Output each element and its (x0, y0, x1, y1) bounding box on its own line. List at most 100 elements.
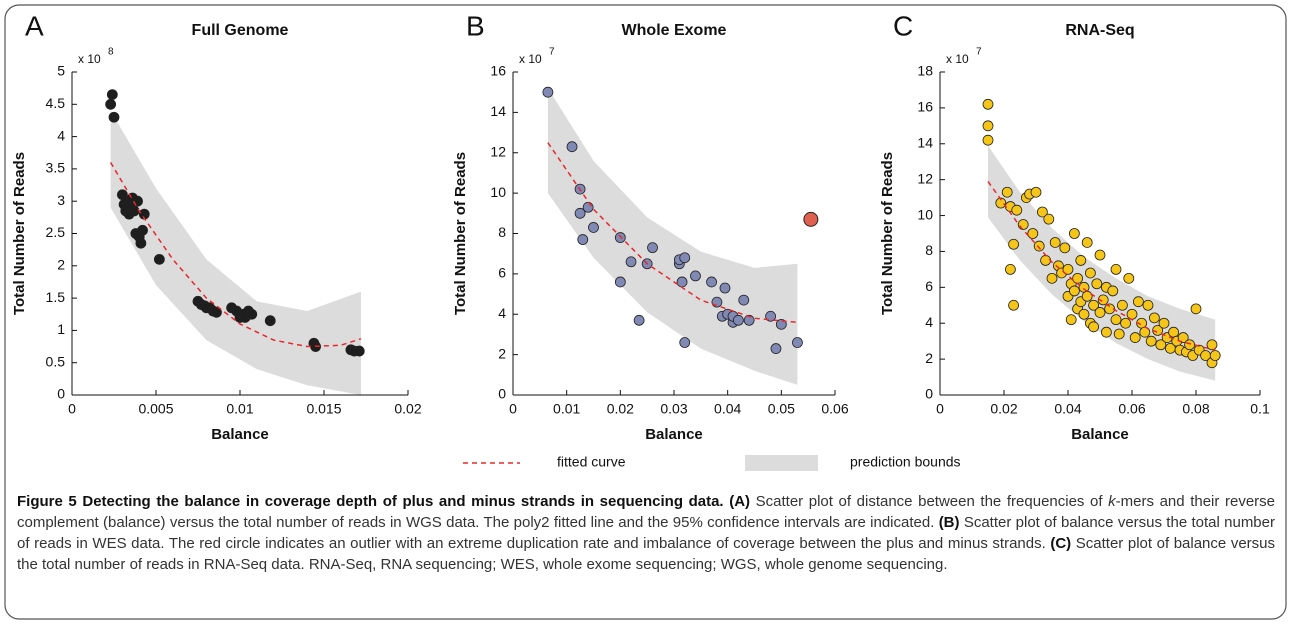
x-tick-label: 0 (936, 401, 944, 417)
data-point (1091, 278, 1103, 290)
prediction-band (110, 110, 361, 395)
y-tick-label: 10 (490, 184, 506, 200)
caption-text: Scatter plot of balance versus the total… (17, 535, 1275, 573)
data-point (1005, 263, 1016, 275)
y-tick-label: 4 (57, 127, 65, 143)
data-point (1081, 290, 1093, 302)
data-point (679, 337, 691, 348)
y-scale-exponent: 7 (976, 47, 982, 58)
data-point (1142, 299, 1154, 311)
legend-bounds-swatch (745, 455, 818, 471)
data-point (679, 252, 691, 264)
data-point (128, 205, 140, 217)
data-point (982, 120, 994, 132)
x-tick-label: 0.02 (394, 401, 421, 417)
data-point (1069, 285, 1080, 297)
data-point (1033, 240, 1045, 252)
caption-part-label: (A) (729, 493, 751, 510)
data-point (995, 197, 1007, 209)
data-point (1027, 228, 1039, 239)
data-point (719, 282, 731, 294)
caption: Figure 5 Detecting the balance in covera… (17, 491, 1275, 575)
data-point (1088, 299, 1099, 311)
panel-label: C (893, 10, 913, 41)
data-point (1030, 186, 1042, 198)
y-tick-label: 1 (57, 321, 65, 337)
data-point (1094, 307, 1106, 318)
y-tick-label: 4 (498, 305, 506, 321)
x-tick-label: 0.1 (1250, 401, 1270, 417)
x-tick-label: 0.02 (607, 401, 634, 417)
data-point (1062, 263, 1074, 275)
data-point (711, 296, 723, 308)
chart-title: Full Genome (192, 22, 289, 39)
data-point (1190, 303, 1202, 315)
data-point (1158, 317, 1170, 329)
y-scale-exponent: 8 (108, 47, 114, 58)
data-point (574, 207, 586, 219)
data-point (1184, 339, 1195, 351)
x-axis-label: Balance (1071, 426, 1129, 443)
x-axis-label: Balance (211, 426, 269, 443)
data-point (1059, 242, 1071, 254)
x-tick-label: 0.015 (306, 401, 341, 417)
data-point (1120, 317, 1131, 329)
x-tick-label: 0.01 (226, 401, 253, 417)
y-tick-label: 4 (925, 314, 933, 330)
outlier-point (803, 211, 819, 227)
data-point (1107, 285, 1119, 297)
y-tick-label: 2 (925, 350, 933, 366)
prediction-band (547, 88, 798, 385)
x-tick-label: 0.02 (990, 401, 1017, 417)
caption-part-label: (C) (1050, 535, 1072, 552)
data-point (582, 201, 594, 213)
x-tick-label: 0.08 (1182, 401, 1209, 417)
data-point (1043, 213, 1055, 225)
data-point (106, 89, 118, 101)
y-tick-label: 2 (57, 257, 65, 273)
caption-text: k (1108, 493, 1116, 510)
chart-title: Whole Exome (622, 22, 727, 39)
data-point (1129, 332, 1141, 343)
y-tick-label: 14 (917, 134, 933, 150)
data-point (792, 337, 803, 348)
data-point (982, 98, 994, 110)
legend-label: prediction bounds (850, 454, 961, 470)
data-point (1065, 314, 1077, 326)
y-tick-label: 4.5 (46, 95, 66, 111)
data-point (1049, 237, 1061, 248)
data-point (1011, 204, 1023, 216)
data-point (135, 237, 147, 249)
data-point (153, 253, 165, 265)
data-point (1145, 335, 1157, 347)
panel-label: B (466, 10, 485, 41)
x-tick-label: 0.005 (138, 401, 173, 417)
data-point (625, 256, 637, 268)
data-point (566, 141, 578, 153)
data-point (1123, 272, 1135, 284)
data-point (211, 306, 222, 318)
x-tick-label: 0 (68, 401, 76, 417)
x-tick-label: 0.04 (1054, 401, 1081, 417)
data-point (542, 86, 554, 98)
y-scale-label: x 10 (519, 52, 542, 66)
data-point (1177, 332, 1189, 343)
data-point (1078, 308, 1090, 320)
data-point (690, 270, 701, 282)
y-axis-label: Total Number of Reads (11, 152, 28, 315)
y-axis-label: Total Number of Reads (879, 152, 896, 315)
data-point (1149, 312, 1160, 324)
data-point (1008, 238, 1019, 250)
x-tick-label: 0.03 (660, 401, 687, 417)
caption-text: Scatter plot of distance between the fre… (755, 493, 1103, 510)
y-tick-label: 0 (57, 386, 65, 402)
x-axis-label: Balance (645, 426, 703, 443)
data-point (1101, 326, 1112, 338)
data-point (1155, 339, 1167, 351)
y-tick-label: 1.5 (46, 289, 66, 305)
data-point (1126, 308, 1138, 320)
y-scale-exponent: 7 (549, 47, 555, 58)
data-point (588, 222, 599, 233)
caption-part-label: (B) (938, 514, 960, 531)
